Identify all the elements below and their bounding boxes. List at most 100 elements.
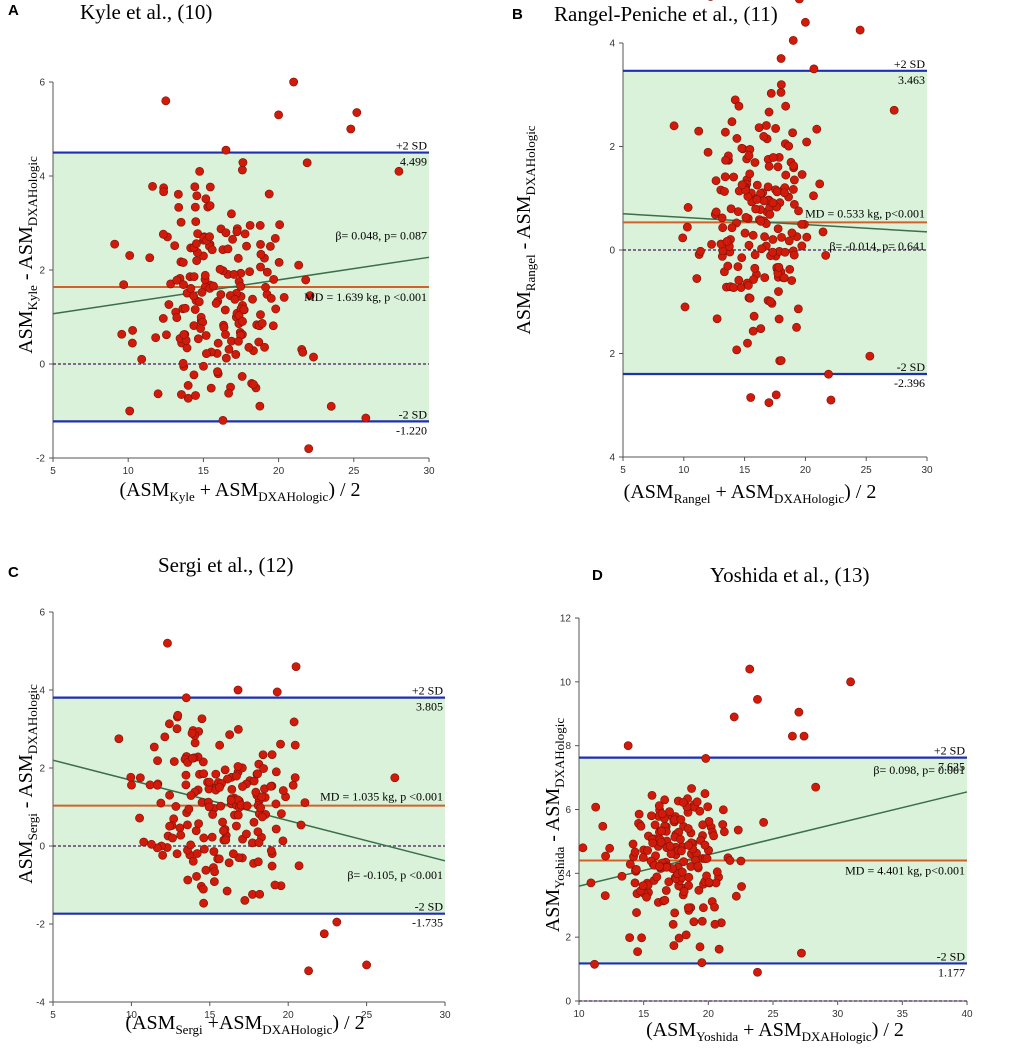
- data-point: [127, 338, 137, 348]
- data-point: [205, 232, 214, 242]
- data-point: [266, 846, 276, 856]
- data-point: [643, 846, 652, 855]
- data-point: [792, 322, 801, 332]
- data-point: [190, 305, 200, 314]
- lower-loa-value: -1.220: [396, 423, 427, 437]
- data-point: [600, 891, 610, 901]
- panel-a: A Kyle et al., (10) -2 0 2 4 6 5 10 15 20 25 30 +2 …: [0, 0, 510, 529]
- data-point: [256, 310, 265, 320]
- data-point: [319, 929, 329, 939]
- data-point: [745, 664, 755, 674]
- data-point: [240, 895, 250, 905]
- data-point: [772, 187, 782, 197]
- x-tick-label: 10: [126, 1010, 138, 1021]
- data-point: [787, 276, 797, 285]
- data-point: [236, 281, 246, 291]
- data-point: [785, 264, 795, 274]
- data-point: [178, 358, 188, 368]
- x-tick-label: 25: [861, 465, 873, 476]
- y-tick-label: 2: [609, 142, 615, 153]
- data-point: [633, 947, 642, 956]
- data-point: [202, 349, 211, 358]
- data-point: [362, 960, 371, 970]
- data-point: [290, 773, 300, 783]
- data-point: [665, 807, 674, 817]
- data-point: [669, 941, 679, 950]
- y-tick-label: 4: [39, 686, 45, 697]
- data-point: [657, 826, 666, 836]
- data-point: [265, 241, 275, 251]
- data-point: [216, 290, 226, 299]
- data-point: [253, 827, 263, 837]
- data-point: [352, 108, 362, 117]
- bland-altman-plot: -4 -2 0 2 4 6 5 10 15 20 25 30 +2 SD 3.805 -2 SD -1.735…: [36, 608, 451, 1022]
- data-point: [278, 836, 288, 846]
- data-point: [729, 283, 738, 292]
- data-point: [712, 867, 722, 877]
- data-point: [192, 849, 202, 858]
- data-point: [190, 182, 200, 192]
- data-point: [743, 338, 752, 348]
- data-point: [234, 337, 243, 346]
- data-point: [125, 406, 135, 416]
- data-point: [765, 210, 775, 219]
- data-point: [153, 756, 162, 765]
- data-point: [165, 790, 174, 800]
- x-tick-label: 30: [921, 465, 933, 476]
- data-point: [117, 329, 127, 339]
- data-point: [647, 790, 657, 800]
- data-point: [255, 889, 265, 899]
- data-point: [748, 230, 758, 240]
- data-point: [578, 843, 588, 853]
- data-point: [197, 287, 207, 297]
- x-tick-label: 20: [273, 466, 285, 477]
- data-point: [205, 182, 215, 192]
- x-axis-label: (ASMRangel + ASMDXAHologic) / 2: [623, 481, 877, 506]
- data-point: [182, 343, 192, 353]
- data-point: [737, 143, 747, 153]
- data-point: [238, 316, 247, 326]
- data-point: [771, 124, 781, 133]
- data-point: [199, 361, 208, 371]
- data-point: [296, 820, 306, 830]
- y-tick-label: 2: [609, 349, 615, 360]
- data-point: [256, 239, 265, 249]
- data-point: [255, 401, 265, 411]
- data-point: [258, 750, 268, 760]
- data-point: [710, 902, 719, 912]
- data-point: [158, 314, 168, 323]
- data-point: [750, 158, 760, 167]
- data-point: [774, 287, 783, 296]
- data-point: [774, 262, 784, 272]
- data-point: [215, 740, 225, 750]
- data-point: [865, 351, 875, 361]
- x-tick-label: 15: [204, 1010, 216, 1021]
- data-point: [737, 882, 746, 891]
- regression-label: β= 0.048, p= 0.087: [335, 228, 427, 242]
- data-point: [125, 251, 135, 260]
- data-point: [346, 124, 356, 134]
- y-tick-label: 4: [609, 453, 615, 464]
- lower-loa-label: -2 SD: [415, 900, 444, 914]
- data-point: [789, 200, 799, 209]
- mean-difference-label: MD = 1.035 kg, p <0.001: [320, 790, 443, 804]
- data-point: [183, 381, 193, 390]
- data-point: [244, 342, 254, 352]
- data-point: [270, 233, 280, 243]
- data-point: [734, 275, 744, 285]
- data-point: [737, 253, 747, 263]
- data-point: [242, 241, 251, 251]
- data-point: [679, 857, 689, 867]
- data-point: [680, 302, 690, 312]
- regression-label: β= 0.098, p= 0.001: [873, 763, 965, 777]
- data-point: [269, 275, 279, 284]
- data-point: [194, 297, 204, 307]
- data-point: [654, 801, 664, 811]
- data-point: [183, 820, 192, 830]
- data-point: [797, 170, 807, 179]
- data-point: [789, 161, 799, 171]
- data-point: [390, 773, 400, 783]
- bland-altman-plot: 0 2 4 6 8 10 12 10 15 20 25 30 35 40 +2 SD 7.625 -2 SD 1.…: [560, 614, 973, 1021]
- data-point: [756, 216, 766, 226]
- panel-label: B: [512, 6, 523, 23]
